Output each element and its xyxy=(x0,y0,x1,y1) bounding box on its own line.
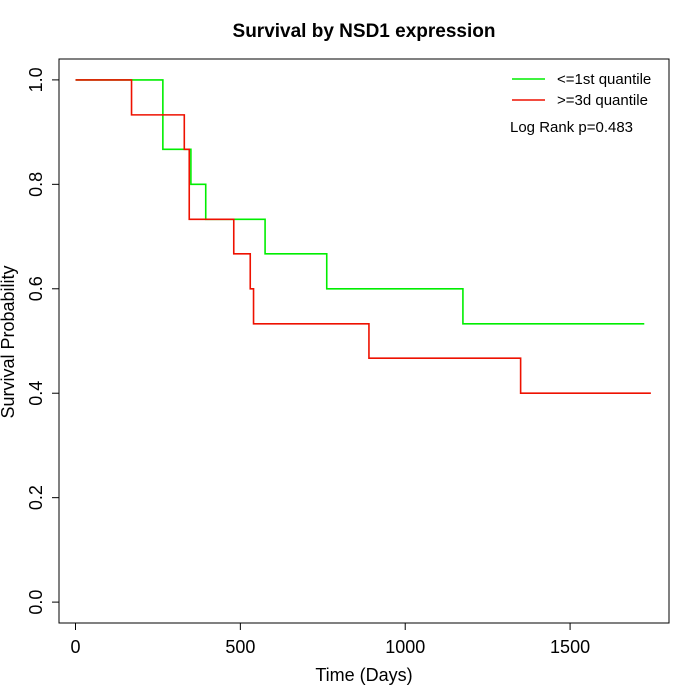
x-tick-label: 1000 xyxy=(385,637,425,657)
y-tick-label: 0.0 xyxy=(26,590,46,615)
log-rank-annotation: Log Rank p=0.483 xyxy=(510,119,633,136)
chart-title: Survival by NSD1 expression xyxy=(233,21,496,42)
series-line-2 xyxy=(75,79,651,395)
series-layer xyxy=(75,79,651,395)
x-axis: 0 500 1000 1500 xyxy=(70,622,590,657)
y-axis: 0.0 0.2 0.4 0.6 0.8 1.0 xyxy=(26,67,60,615)
x-axis-label: Time (Days) xyxy=(315,665,412,685)
legend-label-1: <=1st quantile xyxy=(557,71,651,88)
x-tick-label: 1500 xyxy=(550,637,590,657)
y-tick-label: 1.0 xyxy=(26,67,46,92)
plot-frame xyxy=(58,58,670,624)
legend: <=1st quantile >=3d quantile xyxy=(512,71,651,109)
x-tick-label: 500 xyxy=(225,637,255,657)
x-tick-label: 0 xyxy=(70,637,80,657)
y-tick-label: 0.2 xyxy=(26,485,46,510)
series-line-1 xyxy=(75,79,645,325)
y-tick-label: 0.8 xyxy=(26,172,46,197)
y-axis-label: Survival Probability xyxy=(0,265,18,418)
y-tick-label: 0.6 xyxy=(26,276,46,301)
legend-label-2: >=3d quantile xyxy=(557,92,648,109)
y-tick-label: 0.4 xyxy=(26,381,46,406)
